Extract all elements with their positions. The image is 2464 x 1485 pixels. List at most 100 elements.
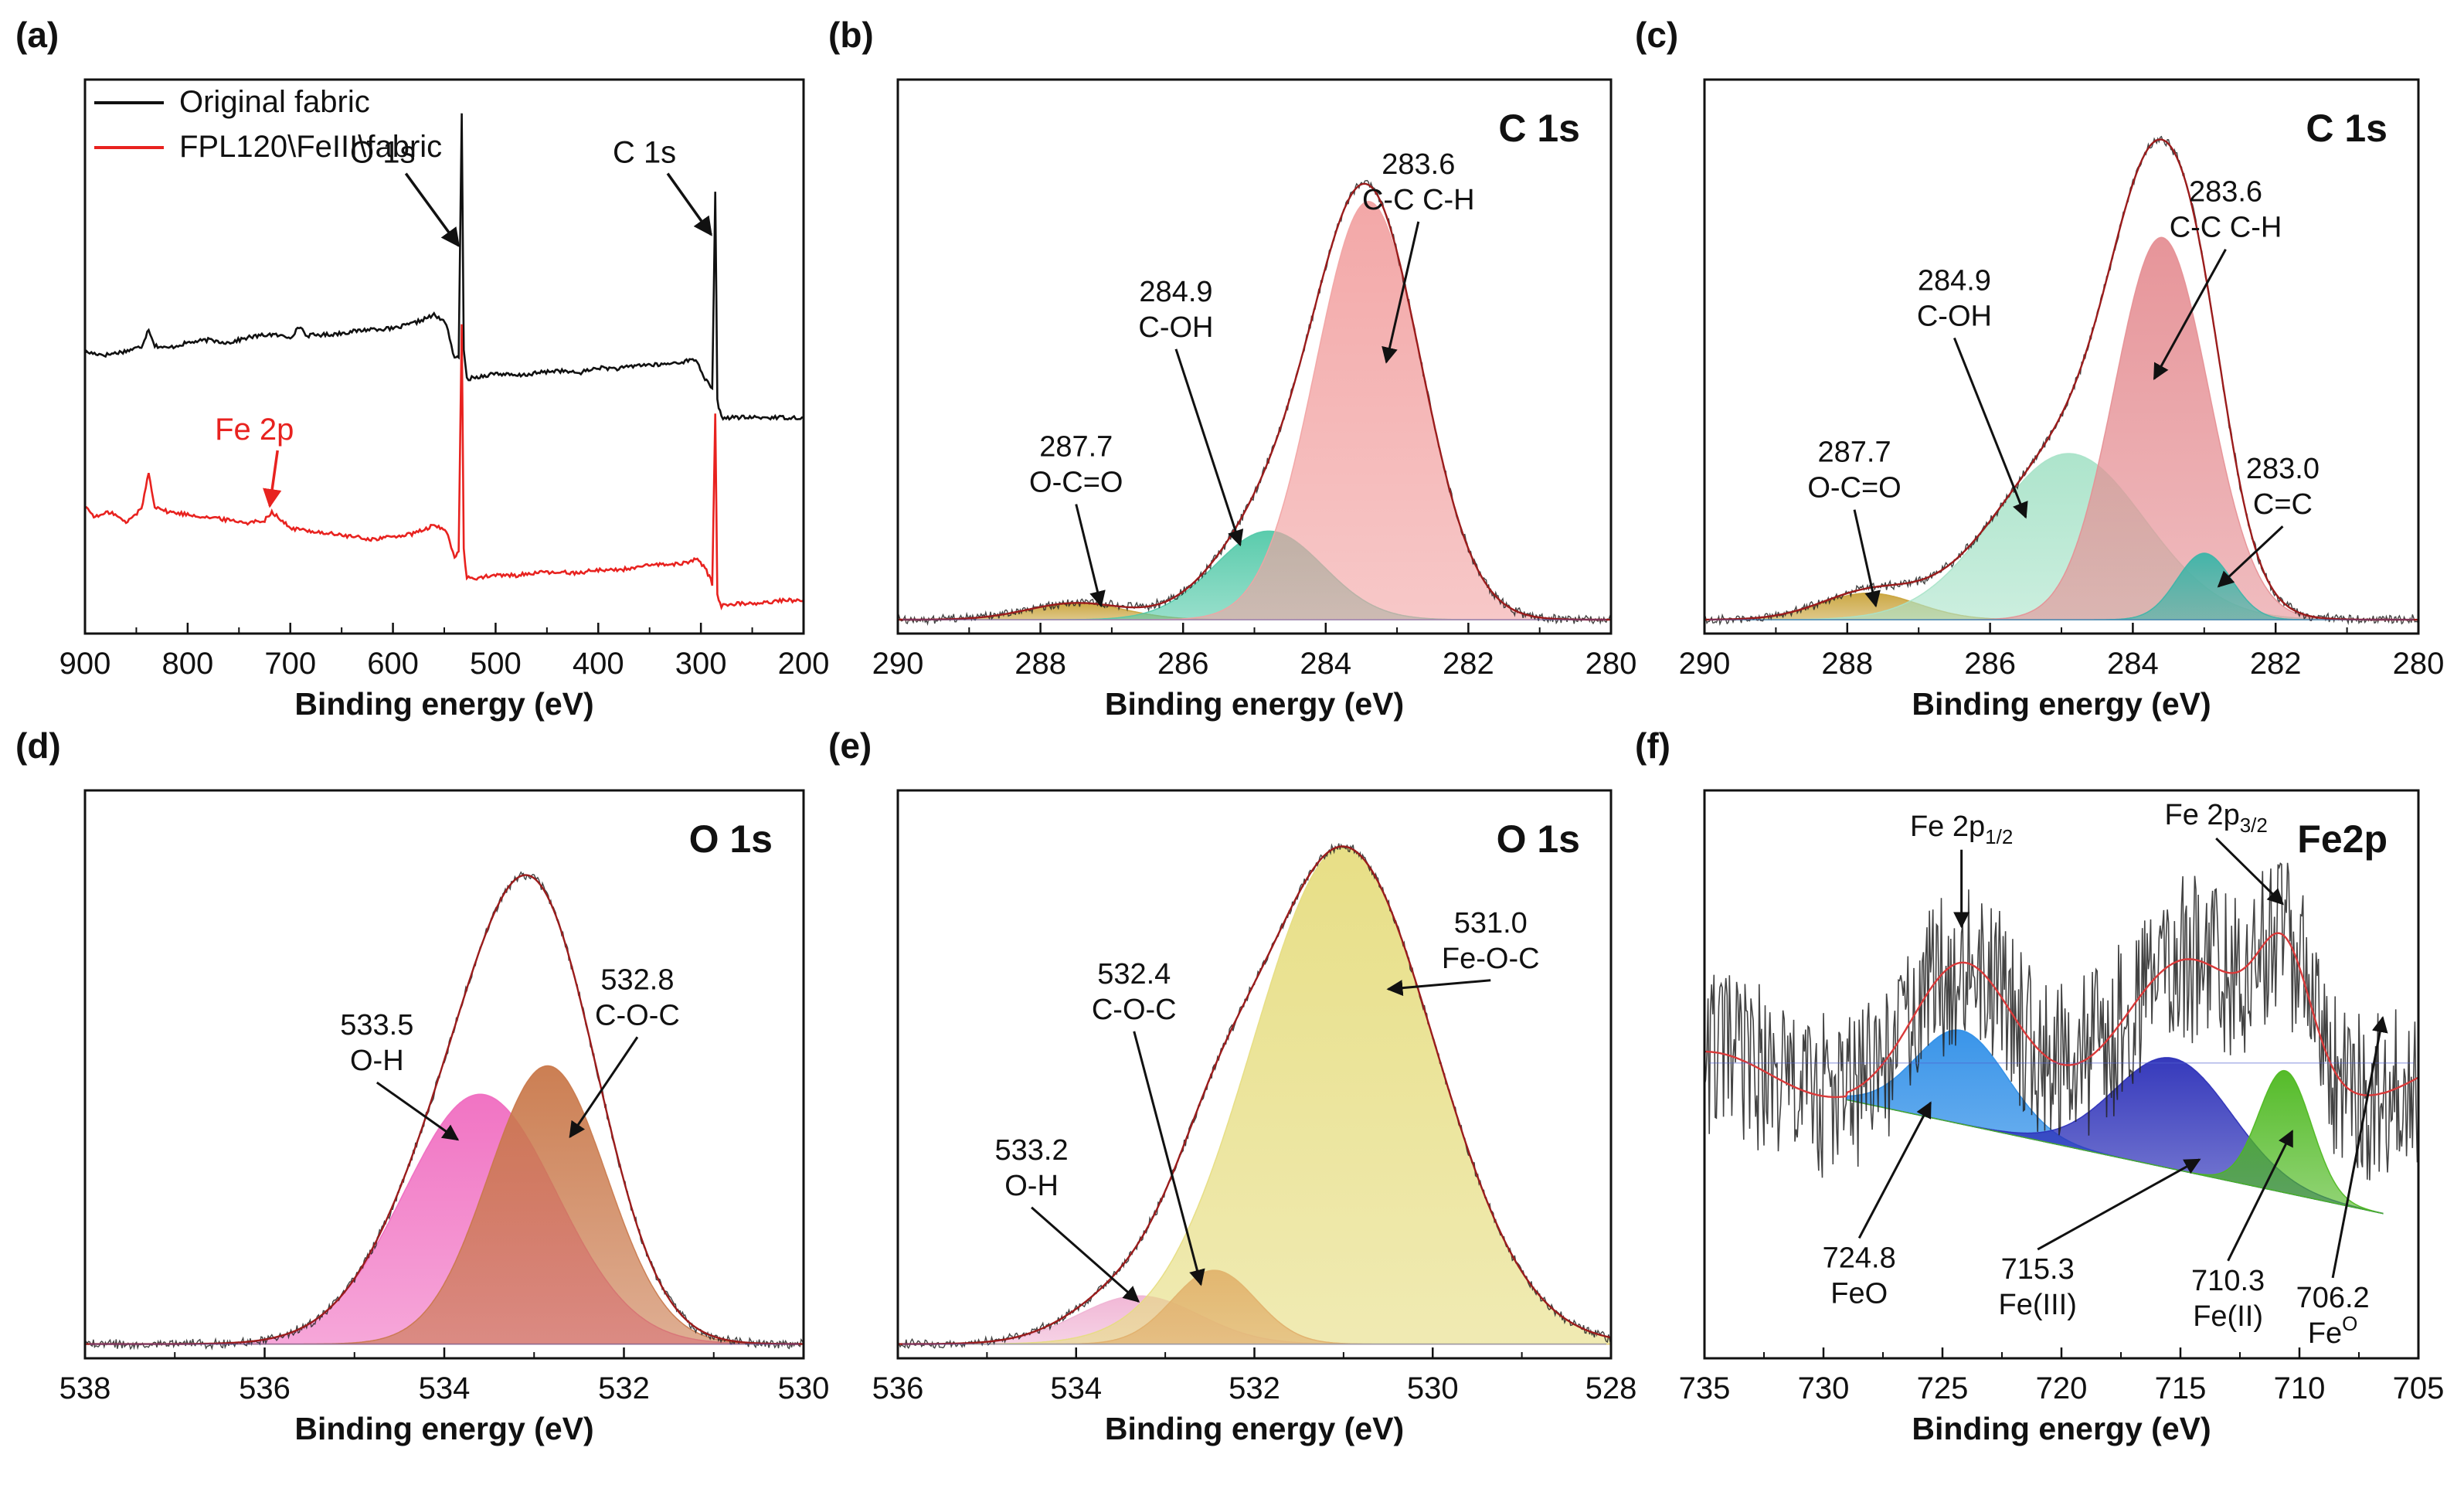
annotation-label: FeO <box>2308 1312 2358 1350</box>
x-tick-label: 715 <box>2155 1371 2207 1405</box>
panel-label: (f) <box>1635 726 1670 766</box>
panel-label: (c) <box>1635 15 1678 55</box>
annotation-arrow <box>1174 348 1244 547</box>
plot-area <box>85 113 804 611</box>
annotation-arrow <box>2331 1015 2388 1279</box>
annotation-arrow <box>2153 249 2227 381</box>
x-tick-label: 720 <box>2036 1371 2088 1405</box>
x-axis-label: Binding energy (eV) <box>294 686 593 722</box>
envelope-line <box>898 845 1611 1345</box>
annotation-label: O-C=O <box>1029 467 1123 499</box>
annotation-label: C-OH <box>1917 300 1992 332</box>
panel-b: (b) C 1s 290 288 286 284 282 280 Binding energy … <box>828 15 1636 722</box>
panel-label: (b) <box>828 15 874 55</box>
annotation-main: O-C=O <box>1029 467 1123 499</box>
annotation-label: 284.9 <box>1918 264 1991 297</box>
x-tick-label: 705 <box>2393 1371 2445 1405</box>
annotation-arrow <box>2037 1158 2201 1251</box>
annotation-label: C-C C-H <box>2170 212 2282 244</box>
x-tick-label: 290 <box>1679 647 1731 681</box>
x-axis-label: Binding energy (eV) <box>1912 1411 2211 1446</box>
annotation-label: C-OH <box>1138 311 1213 344</box>
panel-e: (e) O 1s 536 534 532 530 528 Binding energy (eV… <box>828 726 1636 1446</box>
annotation-main: Fe-O-C <box>1442 943 1540 975</box>
x-tick-label: 282 <box>1443 647 1494 681</box>
x-tick-label: 286 <box>1157 647 1209 681</box>
annotation-label: C-C C-H <box>1362 184 1475 216</box>
x-tick-label: 900 <box>59 647 111 681</box>
plot-area <box>1704 862 2418 1215</box>
x-tick-label: 532 <box>598 1371 650 1405</box>
legend-label: FPL120\FeIII\fabric <box>179 130 442 164</box>
peak-fe-ii- <box>1847 1069 2384 1215</box>
x-tick-label: 735 <box>1679 1371 1731 1405</box>
annotation-arrow <box>376 1081 460 1141</box>
panel-f: (f) Fe2p 735 730 725 720 715 710 705 Binding ener… <box>1635 726 2444 1446</box>
x-tick-label: 536 <box>239 1371 291 1405</box>
annotation-label: O-H <box>350 1045 404 1077</box>
x-tick-label: 536 <box>872 1371 924 1405</box>
x-tick-label: 288 <box>1821 647 1873 681</box>
annotation-label: 710.3 <box>2191 1265 2265 1297</box>
envelope-line <box>1704 138 2418 621</box>
annotation-label: 284.9 <box>1139 276 1212 308</box>
annotation-main: C-O-C <box>1092 994 1177 1026</box>
annotation-label: 533.5 <box>340 1009 413 1042</box>
x-tick-label: 530 <box>778 1371 830 1405</box>
panel-d: (d) O 1s 538 536 534 532 530 Binding energy (eV… <box>15 726 829 1446</box>
annotation-arrow <box>1031 1206 1140 1303</box>
x-tick-label: 710 <box>2274 1371 2326 1405</box>
x-tick-label: 700 <box>264 647 316 681</box>
annotation-label: 283.6 <box>2189 176 2262 209</box>
annotation-label: 706.2 <box>2296 1282 2370 1314</box>
annotation-arrow <box>263 450 282 508</box>
annotation-label: Fe(III) <box>1999 1289 2077 1321</box>
x-tick-label: 500 <box>470 647 522 681</box>
x-tick-label: 282 <box>2250 647 2302 681</box>
raw-data-line <box>1704 862 2418 1181</box>
panel-a: (a) Original fabric FPL120\FeIII\fabric 900… <box>15 15 829 722</box>
panel-label: (d) <box>15 726 61 766</box>
annotation-main: Fe 2p <box>1910 810 1985 843</box>
x-tick-label: 534 <box>1050 1371 1102 1405</box>
annotation-arrow <box>1857 1101 1932 1239</box>
annotation-main: Fe(II) <box>2193 1300 2263 1333</box>
x-tick-label: 528 <box>1585 1371 1637 1405</box>
annotation-label: Fe 2p <box>215 413 294 447</box>
chart-title: C 1s <box>2306 107 2388 150</box>
annotation-main: C-OH <box>1917 300 1992 332</box>
x-tick-label: 280 <box>1585 647 1637 681</box>
x-tick-label: 530 <box>1407 1371 1459 1405</box>
annotation-arrow <box>1382 221 1420 364</box>
x-tick-label: 532 <box>1229 1371 1280 1405</box>
x-axis-label: Binding energy (eV) <box>294 1411 593 1446</box>
annotation-main: FeO <box>1830 1277 1888 1310</box>
plot-area <box>1704 135 2418 627</box>
annotation-label: 532.4 <box>1097 958 1171 991</box>
annotation-main: Fe 2p <box>2165 799 2240 831</box>
x-tick-label: 534 <box>419 1371 471 1405</box>
annotation-label: 287.7 <box>1039 431 1113 464</box>
x-tick-label: 200 <box>778 647 830 681</box>
annotation-label: Fe 2p1/2 <box>1910 810 2013 848</box>
annotation-main: C-C C-H <box>2170 212 2282 244</box>
annotation-superscript: O <box>2342 1312 2357 1335</box>
panel-label: (a) <box>15 15 59 55</box>
annotation-arrow <box>2217 525 2284 588</box>
annotation-label: C 1s <box>613 136 676 170</box>
x-tick-label: 730 <box>1798 1371 1850 1405</box>
x-axis-label: Binding energy (eV) <box>1105 686 1404 722</box>
annotation-label: C-O-C <box>1092 994 1177 1026</box>
annotation-label: 283.6 <box>1382 148 1455 181</box>
envelope-line <box>1704 932 2418 1099</box>
panel-label: (e) <box>828 726 872 766</box>
legend-label: Original fabric <box>179 85 370 119</box>
annotation-main: Fe <box>2308 1317 2342 1350</box>
annotation-label: 715.3 <box>2001 1253 2075 1286</box>
x-tick-label: 290 <box>872 647 924 681</box>
chart-title: O 1s <box>689 817 773 861</box>
chart-title: Fe2p <box>2297 817 2388 861</box>
envelope-line <box>898 182 1611 621</box>
annotation-label: 724.8 <box>1823 1242 1896 1274</box>
